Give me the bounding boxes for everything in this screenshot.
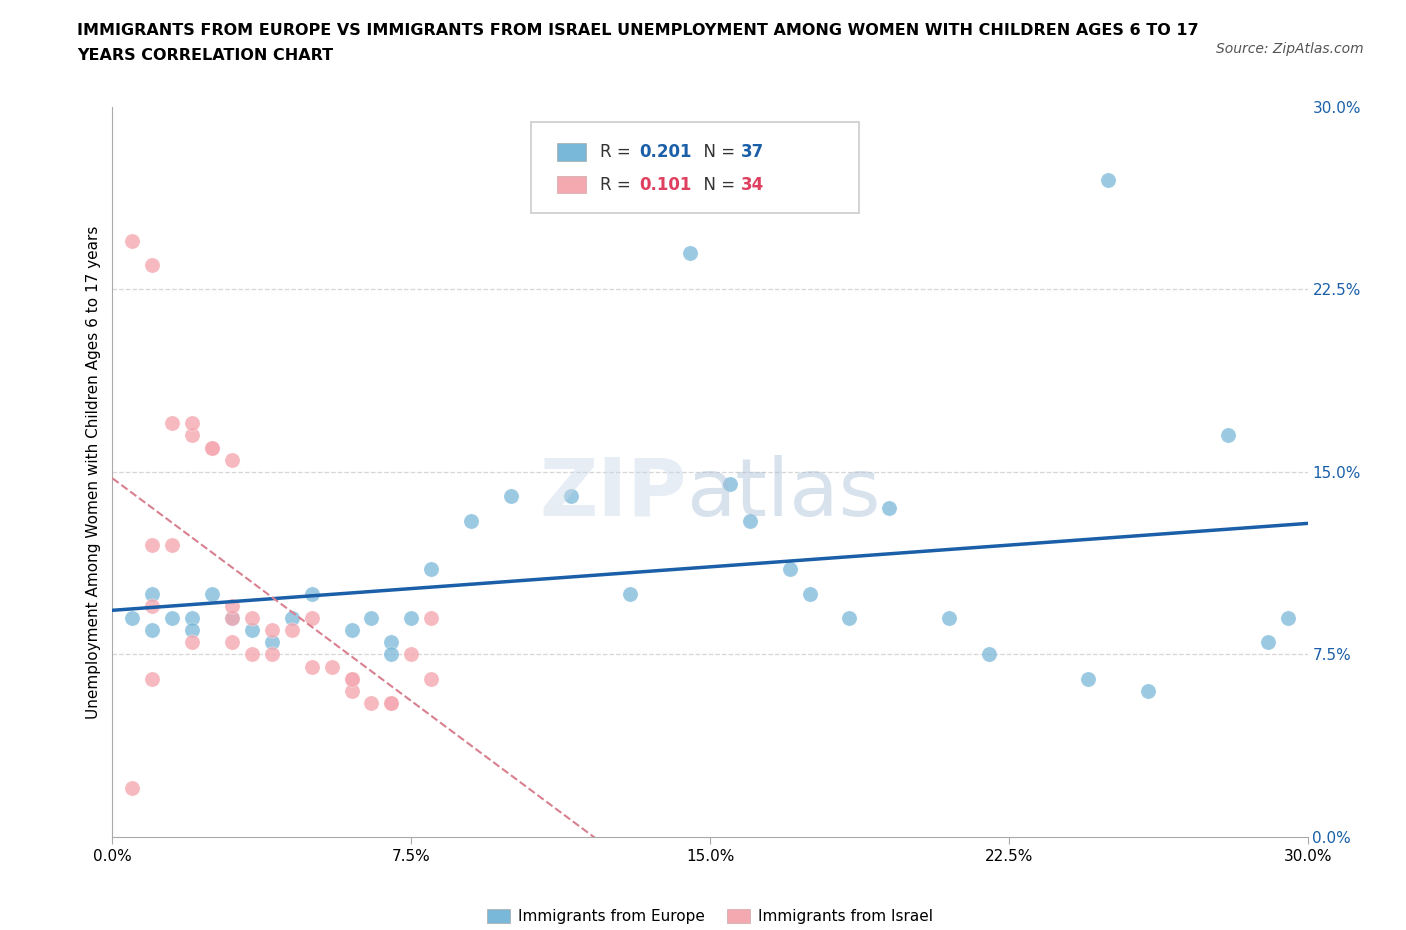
Point: [1137, 684, 1160, 698]
Point: [201, 586, 224, 601]
Text: 0.201: 0.201: [640, 143, 692, 161]
Point: [340, 684, 363, 698]
Text: R =: R =: [600, 143, 636, 161]
Point: [499, 489, 522, 504]
Point: [181, 611, 204, 626]
Text: 0.101: 0.101: [640, 176, 692, 193]
Point: [301, 586, 323, 601]
Point: [738, 513, 761, 528]
Point: [121, 611, 143, 626]
Text: 34: 34: [741, 176, 765, 193]
Point: [340, 671, 363, 686]
Point: [560, 489, 582, 504]
Text: Source: ZipAtlas.com: Source: ZipAtlas.com: [1216, 42, 1364, 56]
Y-axis label: Unemployment Among Women with Children Ages 6 to 17 years: Unemployment Among Women with Children A…: [86, 225, 101, 719]
Point: [380, 647, 402, 662]
Point: [718, 477, 741, 492]
Point: [121, 781, 143, 796]
Text: N =: N =: [693, 176, 741, 193]
Point: [162, 538, 183, 552]
Legend: Immigrants from Europe, Immigrants from Israel: Immigrants from Europe, Immigrants from …: [481, 903, 939, 930]
Point: [380, 696, 402, 711]
Point: [1277, 611, 1299, 626]
Point: [240, 611, 263, 626]
Point: [162, 611, 183, 626]
Point: [301, 611, 323, 626]
Point: [181, 416, 204, 431]
FancyBboxPatch shape: [557, 143, 586, 161]
Point: [141, 258, 163, 272]
Point: [301, 659, 323, 674]
Point: [679, 246, 702, 260]
Point: [938, 611, 960, 626]
Point: [977, 647, 1000, 662]
Point: [420, 611, 443, 626]
Point: [201, 440, 224, 455]
Text: YEARS CORRELATION CHART: YEARS CORRELATION CHART: [77, 48, 333, 63]
Text: 37: 37: [741, 143, 765, 161]
Point: [181, 623, 204, 638]
FancyBboxPatch shape: [557, 176, 586, 193]
Point: [340, 671, 363, 686]
Point: [121, 233, 143, 248]
Point: [141, 623, 163, 638]
Point: [141, 586, 163, 601]
Point: [1077, 671, 1099, 686]
Text: R =: R =: [600, 176, 636, 193]
Point: [141, 538, 163, 552]
Point: [221, 635, 243, 650]
Text: N =: N =: [693, 143, 741, 161]
Point: [181, 428, 204, 443]
Point: [221, 452, 243, 467]
Point: [380, 635, 402, 650]
Point: [420, 671, 443, 686]
Text: IMMIGRANTS FROM EUROPE VS IMMIGRANTS FROM ISRAEL UNEMPLOYMENT AMONG WOMEN WITH C: IMMIGRANTS FROM EUROPE VS IMMIGRANTS FRO…: [77, 23, 1199, 38]
Point: [340, 623, 363, 638]
Point: [420, 562, 443, 577]
Point: [240, 623, 263, 638]
Point: [1257, 635, 1279, 650]
Point: [201, 440, 224, 455]
Point: [360, 696, 382, 711]
Point: [221, 598, 243, 613]
Point: [799, 586, 821, 601]
Point: [619, 586, 641, 601]
Point: [281, 623, 304, 638]
Point: [838, 611, 860, 626]
FancyBboxPatch shape: [531, 122, 859, 213]
Point: [1097, 173, 1119, 188]
Point: [141, 671, 163, 686]
Point: [260, 623, 283, 638]
Point: [460, 513, 482, 528]
Point: [240, 647, 263, 662]
Point: [260, 647, 283, 662]
Point: [162, 416, 183, 431]
Point: [260, 635, 283, 650]
Point: [141, 598, 163, 613]
Point: [181, 635, 204, 650]
Point: [1216, 428, 1239, 443]
Text: ZIP: ZIP: [538, 455, 686, 533]
Text: atlas: atlas: [686, 455, 880, 533]
Point: [879, 501, 901, 516]
Point: [321, 659, 343, 674]
Point: [779, 562, 801, 577]
Point: [380, 696, 402, 711]
Point: [401, 647, 423, 662]
Point: [401, 611, 423, 626]
Point: [221, 611, 243, 626]
Point: [281, 611, 304, 626]
Point: [221, 611, 243, 626]
Point: [360, 611, 382, 626]
